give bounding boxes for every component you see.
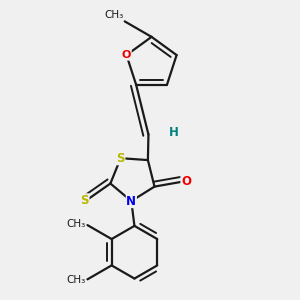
Text: S: S — [80, 194, 89, 207]
Text: CH₃: CH₃ — [67, 220, 86, 230]
Text: O: O — [122, 50, 131, 60]
Text: CH₃: CH₃ — [67, 275, 86, 285]
Text: O: O — [181, 175, 191, 188]
Text: N: N — [126, 195, 136, 208]
Text: S: S — [116, 152, 125, 165]
Text: H: H — [169, 127, 178, 140]
Text: CH₃: CH₃ — [104, 10, 123, 20]
